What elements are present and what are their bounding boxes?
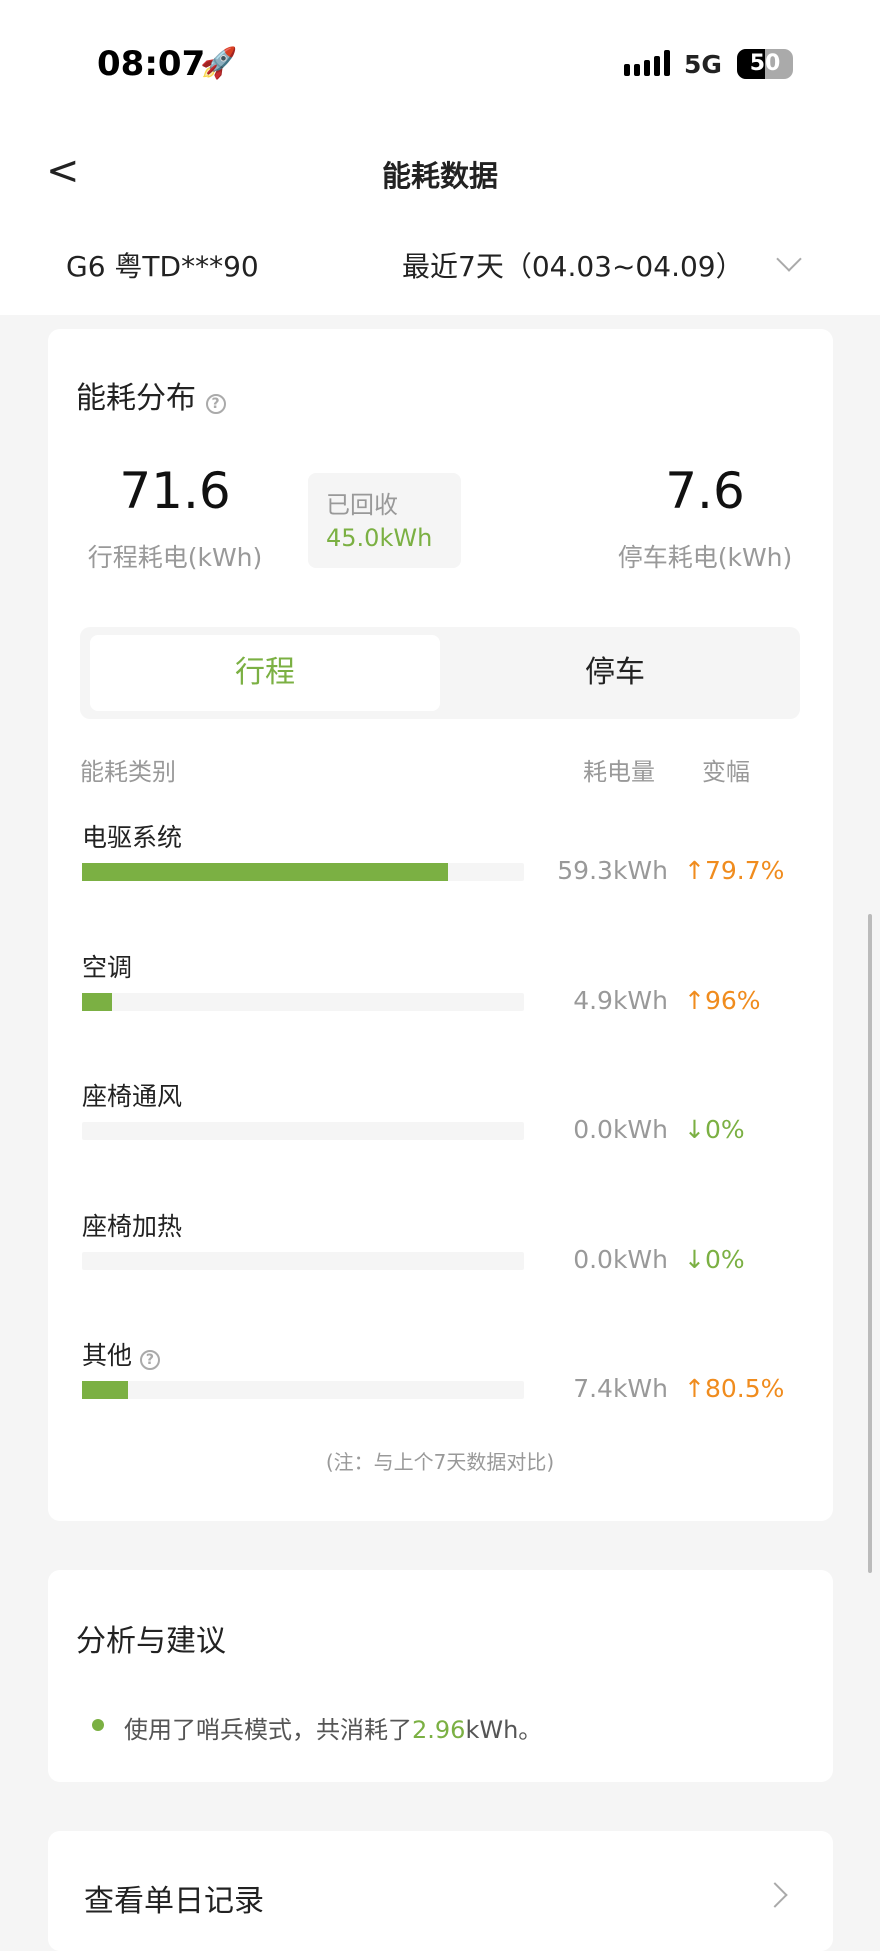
analysis-title: 分析与建议 — [76, 1624, 226, 1659]
tab-parking[interactable]: 停车 — [585, 655, 645, 690]
energy-bar — [82, 992, 524, 1011]
arrow-down-icon: ↓ — [684, 1115, 705, 1144]
change-percent: 0% — [704, 1244, 745, 1274]
row-label: 座椅通风 — [82, 1077, 182, 1113]
segmented-control: 行程 停车 — [80, 627, 800, 719]
analysis-highlight: 2.96 — [412, 1716, 466, 1744]
tab-trip[interactable]: 行程 — [90, 635, 440, 711]
row-label: 其他 ? — [82, 1336, 160, 1372]
status-time: 08:07 — [97, 44, 206, 84]
change-value: ↓0% — [684, 1115, 745, 1144]
help-icon[interactable]: ? — [139, 1350, 160, 1370]
energy-value: 0.0kWh — [573, 1244, 668, 1274]
vehicle-selector[interactable]: G6 粤TD***90 — [66, 250, 259, 283]
energy-bar — [82, 1381, 524, 1399]
column-energy: 耗电量 — [583, 758, 655, 786]
energy-value: 59.3kWh — [557, 856, 668, 885]
help-icon[interactable]: ? — [205, 394, 226, 414]
row-label: 座椅加热 — [82, 1207, 182, 1243]
change-percent: 79.7% — [704, 856, 785, 885]
analysis-unit: kWh。 — [465, 1716, 543, 1744]
arrow-up-icon: ↑ — [684, 985, 705, 1015]
date-range-selector[interactable]: 最近7天（04.03~04.09） — [402, 250, 744, 283]
scrollbar[interactable] — [868, 914, 872, 1573]
battery-icon: 50 — [737, 49, 793, 79]
park-value: 7.6 — [665, 462, 745, 520]
change-percent: 80.5% — [704, 1374, 785, 1403]
energy-bar — [82, 1251, 524, 1270]
row-label: 电驱系统 — [82, 818, 182, 854]
comparison-note: (注：与上个7天数据对比) — [325, 1450, 555, 1474]
energy-value: 4.9kWh — [573, 985, 668, 1015]
change-value: ↑79.7% — [684, 856, 784, 885]
energy-bar-fill — [82, 992, 113, 1011]
recovered-value: 45.0kWh — [326, 524, 433, 552]
park-label: 停车耗电(kWh) — [617, 543, 793, 572]
energy-value: 7.4kWh — [573, 1374, 668, 1403]
change-value: ↓0% — [684, 1245, 745, 1274]
arrow-down-icon: ↓ — [684, 1244, 705, 1274]
daily-records-label: 查看单日记录 — [84, 1884, 264, 1919]
arrow-up-icon: ↑ — [684, 856, 705, 885]
energy-bar-fill — [82, 1381, 128, 1399]
energy-bar — [82, 1122, 524, 1140]
change-value: ↑80.5% — [684, 1374, 784, 1403]
section-title-text: 能耗分布 — [76, 381, 196, 416]
analysis-card — [48, 1570, 833, 1782]
analysis-text: 使用了哨兵模式，共消耗了 — [124, 1716, 412, 1744]
recovered-label: 已回收 — [326, 491, 398, 519]
column-category: 能耗类别 — [80, 758, 176, 786]
trip-label: 行程耗电(kWh) — [87, 543, 263, 572]
signal-icon — [624, 50, 670, 76]
category-name: 电驱系统 — [82, 823, 183, 852]
page-title: 能耗数据 — [381, 159, 498, 193]
change-percent: 96% — [704, 985, 761, 1015]
category-name: 空调 — [82, 952, 133, 982]
back-button[interactable]: < — [46, 148, 80, 194]
section-title: 能耗分布 ? — [76, 373, 226, 417]
energy-bar — [82, 863, 524, 881]
trip-value: 71.6 — [119, 462, 231, 520]
category-name: 座椅加热 — [82, 1211, 183, 1241]
change-value: ↑96% — [684, 986, 761, 1015]
column-change: 变幅 — [702, 758, 750, 786]
row-label: 空调 — [82, 948, 132, 984]
category-name: 其他 — [82, 1341, 133, 1370]
bullet-dot — [92, 1719, 104, 1731]
rocket-icon: 🚀 — [200, 46, 238, 81]
energy-bar-fill — [82, 863, 449, 881]
analysis-item: 使用了哨兵模式，共消耗了2.96kWh。 — [124, 1710, 542, 1745]
recovered-box: 已回收 45.0kWh — [308, 473, 461, 568]
arrow-up-icon: ↑ — [684, 1374, 705, 1403]
category-name: 座椅通风 — [82, 1082, 183, 1111]
energy-value: 0.0kWh — [573, 1115, 668, 1144]
network-label: 5G — [684, 50, 722, 79]
battery-level: 50 — [749, 51, 781, 76]
change-percent: 0% — [704, 1115, 745, 1144]
header — [0, 0, 880, 315]
